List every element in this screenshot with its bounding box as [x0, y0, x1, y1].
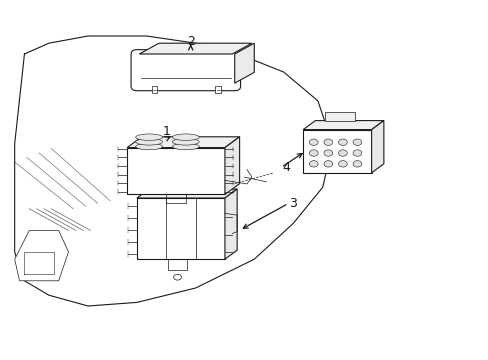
Text: 4: 4	[282, 161, 289, 174]
Circle shape	[338, 161, 346, 167]
Polygon shape	[127, 137, 239, 148]
Circle shape	[309, 150, 318, 156]
Polygon shape	[151, 86, 157, 93]
Polygon shape	[303, 130, 371, 173]
Polygon shape	[137, 189, 237, 198]
Circle shape	[352, 139, 361, 145]
Ellipse shape	[136, 139, 162, 145]
Ellipse shape	[172, 134, 199, 140]
FancyBboxPatch shape	[131, 50, 240, 91]
Text: 2: 2	[186, 35, 194, 48]
Ellipse shape	[136, 134, 162, 140]
Polygon shape	[15, 230, 68, 281]
Polygon shape	[127, 148, 224, 194]
Polygon shape	[224, 137, 239, 194]
Ellipse shape	[136, 143, 162, 150]
Polygon shape	[325, 112, 354, 121]
Polygon shape	[371, 121, 383, 173]
Circle shape	[338, 139, 346, 145]
Circle shape	[324, 150, 332, 156]
Circle shape	[352, 150, 361, 156]
Polygon shape	[303, 121, 383, 130]
Ellipse shape	[172, 139, 199, 145]
Ellipse shape	[172, 143, 199, 150]
Circle shape	[324, 161, 332, 167]
Circle shape	[309, 161, 318, 167]
Circle shape	[324, 139, 332, 145]
Polygon shape	[215, 86, 221, 93]
Polygon shape	[224, 189, 237, 259]
Text: 1: 1	[162, 125, 170, 138]
Circle shape	[309, 139, 318, 145]
Circle shape	[173, 274, 181, 280]
Polygon shape	[234, 43, 254, 83]
Circle shape	[352, 161, 361, 167]
Circle shape	[338, 150, 346, 156]
Polygon shape	[139, 43, 251, 54]
Text: 3: 3	[289, 197, 297, 210]
Polygon shape	[137, 198, 224, 259]
